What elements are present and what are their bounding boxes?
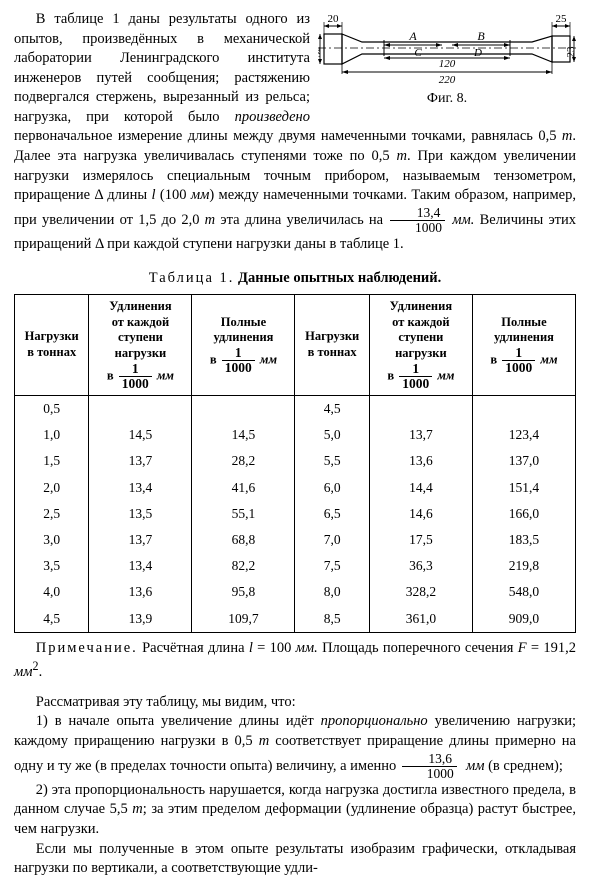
- table-cell: 361,0: [369, 606, 472, 633]
- table-row: 3,513,482,27,536,3219,8: [15, 553, 576, 579]
- table-cell: 4,5: [295, 395, 369, 422]
- table-cell: 219,8: [472, 553, 575, 579]
- fig-dim-20: 20: [328, 13, 340, 25]
- table-row: 1,014,514,55,013,7123,4: [15, 422, 576, 448]
- table-cell: 68,8: [192, 527, 295, 553]
- table-cell: 95,8: [192, 579, 295, 605]
- fig-dim-220: 220: [439, 74, 456, 86]
- table-cell: 13,7: [369, 422, 472, 448]
- table-cell: 5,0: [295, 422, 369, 448]
- fraction-13-4: 13,41000: [390, 206, 445, 235]
- table-cell: 6,5: [295, 501, 369, 527]
- figure-8: 20 25 32 23 A B C D 120 220 Фиг. 8.: [318, 12, 576, 109]
- paragraph-4: 2) эта пропорциональность нарушается, ко…: [14, 781, 576, 840]
- table-cell: 13,7: [89, 527, 192, 553]
- table-cell: 13,6: [369, 448, 472, 474]
- table-cell: [472, 395, 575, 422]
- fig-label-b: B: [477, 29, 485, 43]
- table-cell: 13,5: [89, 501, 192, 527]
- table-row: 0,5 4,5: [15, 395, 576, 422]
- table-cell: 55,1: [192, 501, 295, 527]
- table-cell: 1,5: [15, 448, 89, 474]
- table-cell: 8,0: [295, 579, 369, 605]
- table-cell: 7,5: [295, 553, 369, 579]
- table-cell: 36,3: [369, 553, 472, 579]
- th-tot-left: Полныеудлинения в 11000 мм: [192, 295, 295, 396]
- table-row: 4,013,695,88,0328,2548,0: [15, 579, 576, 605]
- table-cell: 14,5: [192, 422, 295, 448]
- table-cell: 166,0: [472, 501, 575, 527]
- table-cell: 909,0: [472, 606, 575, 633]
- table-cell: 1,0: [15, 422, 89, 448]
- table-cell: 3,5: [15, 553, 89, 579]
- figure-caption: Фиг. 8.: [318, 90, 576, 109]
- fig-dim-23: 23: [565, 46, 576, 58]
- table-cell: 6,0: [295, 475, 369, 501]
- table-cell: 137,0: [472, 448, 575, 474]
- paragraph-5: Если мы полученные в этом опыте результа…: [14, 840, 576, 879]
- table-cell: 151,4: [472, 475, 575, 501]
- paragraph-2: Рассматривая эту таблицу, мы видим, что:: [14, 693, 576, 713]
- th-load-right: Нагрузкив тоннах: [295, 295, 369, 396]
- table-cell: 183,5: [472, 527, 575, 553]
- fig-dim-120: 120: [439, 58, 456, 70]
- th-load-left: Нагрузкив тоннах: [15, 295, 89, 396]
- table-row: 3,013,768,87,017,5183,5: [15, 527, 576, 553]
- fig-dim-25: 25: [556, 13, 568, 25]
- table-cell: 3,0: [15, 527, 89, 553]
- fraction-13-6: 13,61000: [402, 752, 457, 781]
- table-cell: 123,4: [472, 422, 575, 448]
- table-cell: 109,7: [192, 606, 295, 633]
- table-cell: 8,5: [295, 606, 369, 633]
- table-cell: 2,5: [15, 501, 89, 527]
- table-cell: 17,5: [369, 527, 472, 553]
- fig-label-c: C: [414, 47, 422, 59]
- table-cell: 548,0: [472, 579, 575, 605]
- table-cell: 28,2: [192, 448, 295, 474]
- table-cell: 13,4: [89, 553, 192, 579]
- table-cell: 14,6: [369, 501, 472, 527]
- table-cell: [369, 395, 472, 422]
- fig-dim-32: 32: [318, 47, 323, 58]
- table-cell: 13,7: [89, 448, 192, 474]
- table-cell: 4,5: [15, 606, 89, 633]
- table-cell: 5,5: [295, 448, 369, 474]
- table-cell: [192, 395, 295, 422]
- table-cell: 7,0: [295, 527, 369, 553]
- table-row: 1,513,728,25,513,6137,0: [15, 448, 576, 474]
- table-row: 4,513,9109,78,5361,0909,0: [15, 606, 576, 633]
- fig-label-a: A: [408, 29, 417, 43]
- table-cell: 82,2: [192, 553, 295, 579]
- th-inc-right: Удлиненияот каждойступенинагрузки в 1100…: [369, 295, 472, 396]
- table-cell: 13,9: [89, 606, 192, 633]
- table-row: 2,013,441,66,014,4151,4: [15, 475, 576, 501]
- table-cell: [89, 395, 192, 422]
- th-inc-left: Удлиненияот каждойступенинагрузки в 1100…: [89, 295, 192, 396]
- table-cell: 13,4: [89, 475, 192, 501]
- table-cell: 14,5: [89, 422, 192, 448]
- table-note: Примечание. Расчётная длина l = 100 мм. …: [14, 639, 576, 683]
- table-cell: 4,0: [15, 579, 89, 605]
- table-cell: 0,5: [15, 395, 89, 422]
- table-1: Нагрузкив тоннах Удлиненияот каждойступе…: [14, 294, 576, 633]
- table-cell: 41,6: [192, 475, 295, 501]
- table-title: Таблица 1. Данные опытных наблюдений.: [14, 269, 576, 289]
- table-cell: 2,0: [15, 475, 89, 501]
- table-cell: 328,2: [369, 579, 472, 605]
- table-cell: 14,4: [369, 475, 472, 501]
- table-cell: 13,6: [89, 579, 192, 605]
- fig-label-d: D: [473, 47, 482, 59]
- paragraph-3: 1) в начале опыта увеличение длины идёт …: [14, 712, 576, 780]
- table-row: 2,513,555,16,514,6166,0: [15, 501, 576, 527]
- th-tot-right: Полныеудлинения в 11000 мм: [472, 295, 575, 396]
